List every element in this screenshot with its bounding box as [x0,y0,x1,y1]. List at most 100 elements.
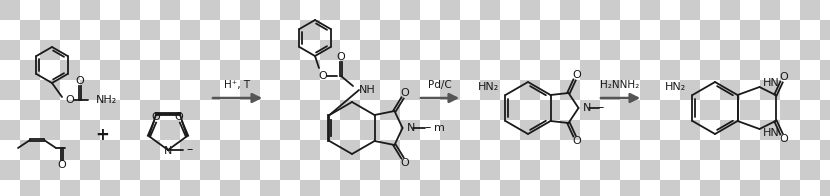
Bar [440,140,460,160]
Bar [380,120,400,140]
Bar [0,40,20,60]
Text: +: + [95,126,109,144]
Bar [540,0,560,20]
Bar [820,120,830,140]
Bar [580,180,600,196]
Bar [240,180,260,196]
Bar [660,120,680,140]
Bar [740,40,760,60]
Bar [320,160,340,180]
Bar [780,80,800,100]
Bar [560,160,580,180]
Bar [580,100,600,120]
Bar [40,40,60,60]
Bar [120,100,140,120]
Bar [80,80,100,100]
Bar [460,80,480,100]
Bar [160,180,180,196]
Bar [680,180,700,196]
Bar [500,100,520,120]
Bar [820,60,830,80]
Bar [440,100,460,120]
Bar [820,160,830,180]
Bar [0,20,20,40]
Bar [780,0,800,20]
Bar [360,140,380,160]
Bar [0,180,20,196]
Bar [20,60,40,80]
Bar [420,100,440,120]
Bar [660,140,680,160]
Bar [720,120,740,140]
Bar [380,80,400,100]
Bar [680,120,700,140]
Bar [420,20,440,40]
Bar [160,20,180,40]
Text: Pd/C: Pd/C [428,80,452,90]
Bar [560,100,580,120]
Bar [580,80,600,100]
Bar [360,60,380,80]
Bar [300,80,320,100]
Bar [340,160,360,180]
Bar [420,160,440,180]
Bar [60,140,80,160]
Bar [520,80,540,100]
Bar [660,60,680,80]
Bar [60,40,80,60]
Bar [40,180,60,196]
Bar [720,180,740,196]
Bar [200,180,220,196]
Bar [20,160,40,180]
Bar [20,140,40,160]
Bar [500,80,520,100]
Bar [640,80,660,100]
Bar [80,40,100,60]
Bar [340,80,360,100]
Bar [580,120,600,140]
Bar [640,180,660,196]
Bar [220,60,240,80]
Bar [580,20,600,40]
Bar [320,20,340,40]
Bar [520,100,540,120]
Bar [660,40,680,60]
Bar [220,120,240,140]
Bar [140,120,160,140]
Bar [460,160,480,180]
Bar [40,160,60,180]
Bar [520,120,540,140]
Bar [400,120,420,140]
Bar [340,180,360,196]
Bar [540,20,560,40]
Text: H₂NNH₂: H₂NNH₂ [600,80,640,90]
Bar [440,40,460,60]
Bar [200,0,220,20]
Bar [360,0,380,20]
Text: N: N [407,123,415,133]
Bar [740,100,760,120]
Bar [680,60,700,80]
Bar [300,0,320,20]
Bar [160,60,180,80]
Bar [380,0,400,20]
Bar [20,100,40,120]
Bar [720,160,740,180]
Bar [20,40,40,60]
Bar [300,160,320,180]
Bar [140,20,160,40]
Bar [100,120,120,140]
Bar [320,140,340,160]
Bar [520,0,540,20]
Bar [700,80,720,100]
Bar [300,140,320,160]
Bar [480,80,500,100]
Bar [640,0,660,20]
Bar [680,0,700,20]
Bar [440,0,460,20]
Bar [420,40,440,60]
Bar [660,180,680,196]
Text: NH: NH [359,85,376,95]
Bar [500,60,520,80]
Text: –: – [424,122,431,134]
